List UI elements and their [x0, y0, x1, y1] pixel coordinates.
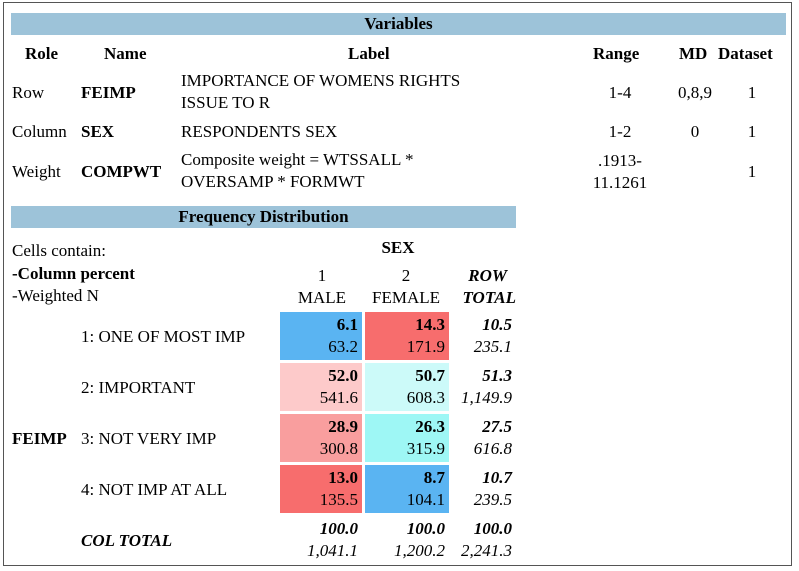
var-label-line1: Composite weight = WTSSALL *	[181, 150, 414, 169]
var-dataset: 1	[747, 162, 757, 181]
col-total-label: COL TOTAL	[81, 531, 173, 550]
table-cell: 50.7 608.3	[365, 363, 449, 411]
grand-total-percent: 100.0	[473, 519, 512, 538]
row-category-label: 3: NOT VERY IMP	[81, 429, 217, 448]
grand-total-n: 2,241.3	[461, 541, 512, 560]
var-name: FEIMP	[81, 83, 136, 102]
row-total-cell: 10.5 235.1	[452, 312, 516, 360]
variables-title: Variables	[11, 13, 786, 35]
cell-percent: 14.3	[415, 315, 445, 334]
row-total-n: 1,149.9	[461, 388, 512, 407]
col-total-percent: 100.0	[406, 519, 445, 538]
var-name: SEX	[81, 122, 115, 141]
table-cell: 28.9 300.8	[280, 414, 362, 462]
var-dataset: 1	[747, 122, 757, 141]
column-label: FEMALE	[372, 288, 440, 307]
var-role: Row	[12, 83, 45, 102]
frequency-title: Frequency Distribution	[11, 206, 516, 228]
header-name: Name	[104, 44, 147, 63]
var-md: 0,8,9	[678, 83, 712, 102]
row-total-percent: 10.7	[482, 468, 512, 487]
row-total-n: 235.1	[473, 337, 512, 356]
var-dataset: 1	[747, 83, 757, 102]
row-total-percent: 27.5	[482, 417, 512, 436]
table-cell: 6.1 63.2	[280, 312, 362, 360]
header-range: Range	[593, 44, 640, 63]
var-role: Column	[12, 122, 67, 141]
row-total-cell: 10.7 239.5	[452, 465, 516, 513]
col-total-cell: 100.0 1,041.1	[280, 516, 362, 564]
col-total-percent: 100.0	[319, 519, 358, 538]
cell-percent: 6.1	[336, 315, 358, 334]
cell-weighted-n: 541.6	[319, 388, 358, 407]
var-label-line2: ISSUE TO R	[181, 93, 271, 112]
cell-weighted-n: 315.9	[406, 439, 445, 458]
row-total-percent: 51.3	[482, 366, 512, 385]
row-total-cell: 51.3 1,149.9	[452, 363, 516, 411]
cell-percent: 13.0	[328, 468, 358, 487]
cell-percent: 52.0	[328, 366, 358, 385]
row-total-cell: 27.5 616.8	[452, 414, 516, 462]
table-cell: 8.7 104.1	[365, 465, 449, 513]
var-name: COMPWT	[81, 162, 162, 181]
column-code: 2	[401, 266, 411, 285]
legend-weighted-n: -Weighted N	[12, 286, 99, 305]
table-cell: 26.3 315.9	[365, 414, 449, 462]
report-frame	[3, 2, 792, 566]
var-range: 1-2	[608, 122, 632, 141]
cells-contain-label: Cells contain:	[12, 241, 106, 260]
legend-column-percent: -Column percent	[12, 264, 135, 283]
row-variable: FEIMP	[12, 429, 67, 448]
var-range-line2: 11.1261	[592, 173, 648, 192]
header-label: Label	[348, 44, 390, 63]
row-category-label: 2: IMPORTANT	[81, 378, 196, 397]
cell-percent: 26.3	[415, 417, 445, 436]
cell-weighted-n: 63.2	[328, 337, 358, 356]
header-role: Role	[25, 44, 59, 63]
col-total-cell: 100.0 1,200.2	[365, 516, 449, 564]
row-total-header: ROW	[468, 266, 507, 285]
row-total-header: TOTAL	[462, 288, 516, 307]
var-label-line2: OVERSAMP * FORMWT	[181, 172, 365, 191]
table-cell: 14.3 171.9	[365, 312, 449, 360]
cell-percent: 28.9	[328, 417, 358, 436]
cell-percent: 50.7	[415, 366, 445, 385]
var-label-line1: IMPORTANCE OF WOMENS RIGHTS	[181, 71, 461, 90]
row-total-n: 239.5	[473, 490, 512, 509]
row-total-n: 616.8	[473, 439, 512, 458]
col-total-n: 1,041.1	[307, 541, 358, 560]
row-total-percent: 10.5	[482, 315, 512, 334]
header-md: MD	[679, 44, 708, 63]
var-md: 0	[690, 122, 700, 141]
cell-weighted-n: 608.3	[406, 388, 445, 407]
column-code: 1	[317, 266, 327, 285]
col-total-n: 1,200.2	[394, 541, 445, 560]
cell-weighted-n: 104.1	[406, 490, 445, 509]
cell-weighted-n: 300.8	[319, 439, 358, 458]
column-variable: SEX	[381, 238, 415, 257]
row-category-label: 1: ONE OF MOST IMP	[81, 327, 246, 346]
var-label-line1: RESPONDENTS SEX	[181, 122, 338, 141]
column-label: MALE	[297, 288, 347, 307]
var-range-line1: .1913-	[598, 151, 642, 170]
var-range: 1-4	[608, 83, 632, 102]
header-dataset: Dataset	[718, 44, 773, 63]
row-category-label: 4: NOT IMP AT ALL	[81, 480, 228, 499]
var-role: Weight	[12, 162, 61, 181]
grand-total-cell: 100.0 2,241.3	[452, 516, 516, 564]
cell-percent: 8.7	[423, 468, 445, 487]
table-cell: 13.0 135.5	[280, 465, 362, 513]
cell-weighted-n: 135.5	[319, 490, 358, 509]
cell-weighted-n: 171.9	[406, 337, 445, 356]
table-cell: 52.0 541.6	[280, 363, 362, 411]
